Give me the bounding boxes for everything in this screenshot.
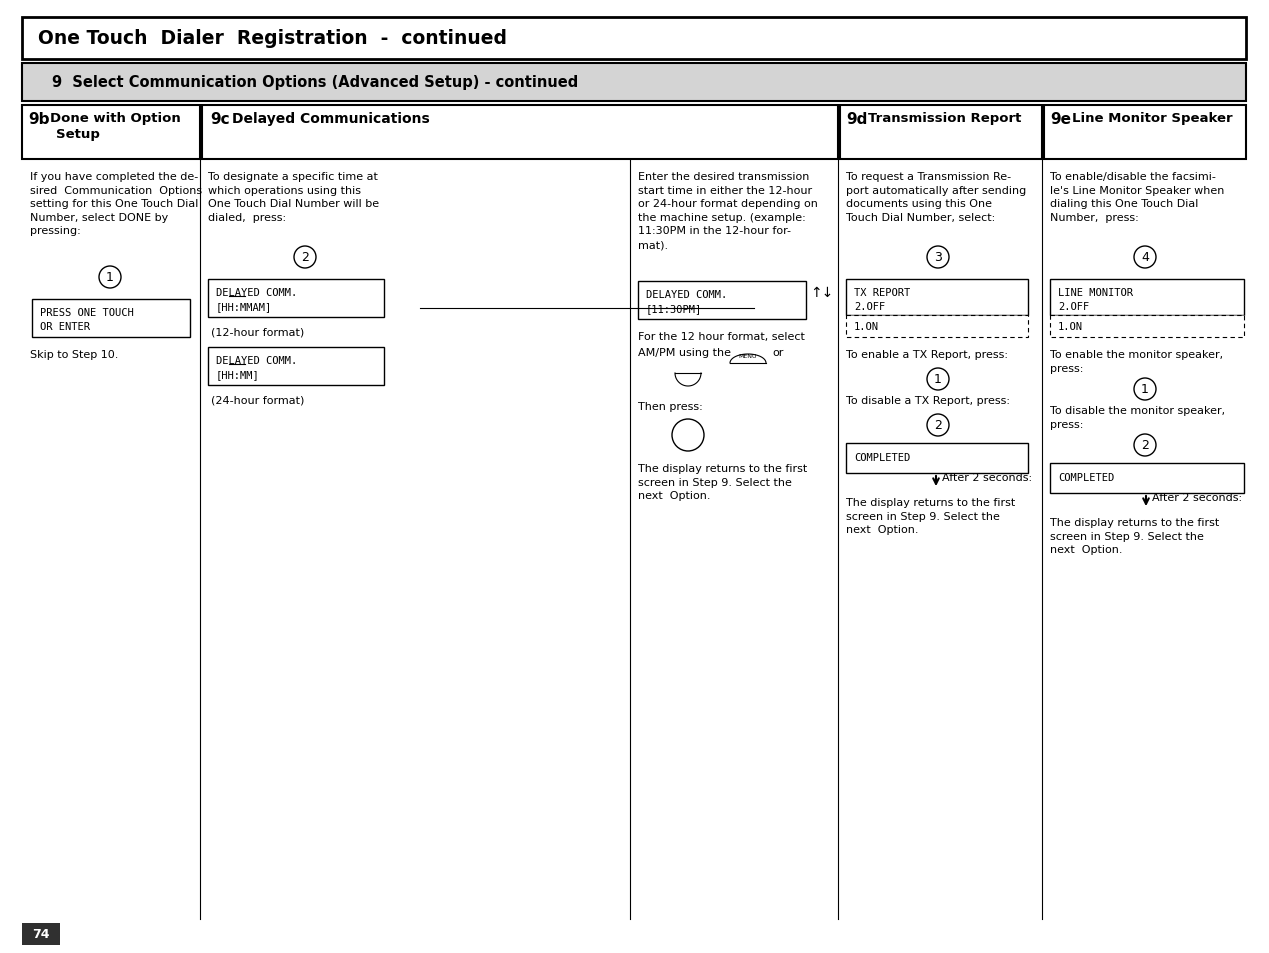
Text: 9c: 9c (209, 112, 230, 127)
Circle shape (673, 419, 704, 452)
Bar (1049, 315, 1244, 337)
Text: 3: 3 (934, 252, 942, 264)
Text: COMPLETED: COMPLETED (854, 453, 910, 462)
Text: One Touch  Dialer  Registration  -  continued: One Touch Dialer Registration - continue… (38, 30, 508, 49)
Text: After 2 seconds:: After 2 seconds: (1152, 493, 1242, 502)
Circle shape (1134, 378, 1156, 400)
Text: ENTER: ENTER (676, 432, 699, 437)
Text: 2: 2 (1141, 439, 1148, 452)
Bar (1049, 463, 1244, 494)
Text: Line Monitor Speaker: Line Monitor Speaker (1072, 112, 1232, 125)
Text: To disable a TX Report, press:: To disable a TX Report, press: (846, 395, 1010, 406)
Bar (1049, 280, 1244, 315)
Text: 1: 1 (934, 374, 942, 386)
Text: 2: 2 (934, 419, 942, 432)
Text: Done with Option: Done with Option (49, 112, 180, 125)
Bar (32, 299, 190, 337)
Bar (202, 106, 838, 160)
Text: Then press:: Then press: (638, 401, 703, 412)
Text: 9  Select Communication Options (Advanced Setup) - continued: 9 Select Communication Options (Advanced… (52, 75, 579, 91)
Bar (1044, 106, 1246, 160)
Text: TX REPORT
2.OFF: TX REPORT 2.OFF (854, 288, 910, 312)
Bar (840, 106, 1042, 160)
Text: 1: 1 (107, 272, 114, 284)
Text: Enter the desired transmission
start time in either the 12-hour
or 24-hour forma: Enter the desired transmission start tim… (638, 172, 819, 250)
Bar (846, 315, 1028, 337)
Text: To request a Transmission Re-
port automatically after sending
documents using t: To request a Transmission Re- port autom… (846, 172, 1027, 223)
Text: 1.ON: 1.ON (1058, 322, 1082, 332)
Bar (638, 282, 806, 319)
Bar (208, 280, 385, 317)
Circle shape (99, 267, 121, 289)
Text: The display returns to the first
screen in Step 9. Select the
next  Option.: The display returns to the first screen … (846, 497, 1015, 535)
Text: MENU: MENU (739, 354, 758, 358)
Polygon shape (744, 356, 753, 361)
Text: (24-hour format): (24-hour format) (212, 395, 305, 406)
Bar (846, 443, 1028, 474)
Polygon shape (684, 377, 692, 384)
Text: DELAYED COMM.
[11:30PM]: DELAYED COMM. [11:30PM] (646, 290, 727, 314)
Text: PRESS ONE TOUCH
OR ENTER: PRESS ONE TOUCH OR ENTER (41, 308, 133, 332)
Bar (22, 106, 201, 160)
Bar (208, 348, 385, 386)
Text: AM/PM using the: AM/PM using the (638, 348, 731, 357)
Text: Setup: Setup (56, 128, 100, 141)
Text: 9b: 9b (28, 112, 49, 127)
Text: For the 12 hour format, select: For the 12 hour format, select (638, 332, 805, 341)
Text: or: or (772, 348, 783, 357)
Text: ↑↓: ↑↓ (810, 286, 834, 299)
Text: 1.ON: 1.ON (854, 322, 879, 332)
Text: 74: 74 (32, 927, 49, 941)
Circle shape (1134, 247, 1156, 269)
Text: To designate a specific time at
which operations using this
One Touch Dial Numbe: To designate a specific time at which op… (208, 172, 379, 223)
Circle shape (926, 247, 949, 269)
Circle shape (926, 369, 949, 391)
Text: If you have completed the de-
sired  Communication  Options
setting for this One: If you have completed the de- sired Comm… (30, 172, 202, 236)
Circle shape (294, 247, 316, 269)
Text: DELAYED COMM.
[HH:MMAM]: DELAYED COMM. [HH:MMAM] (216, 288, 297, 312)
Text: To enable/disable the facsimi-
le's Line Monitor Speaker when
dialing this One T: To enable/disable the facsimi- le's Line… (1049, 172, 1225, 223)
Text: 9d: 9d (846, 112, 868, 127)
Text: Delayed Communications: Delayed Communications (232, 112, 430, 126)
Text: LINE MONITOR
2.OFF: LINE MONITOR 2.OFF (1058, 288, 1133, 312)
Text: 2: 2 (301, 252, 308, 264)
Text: DELAYED COMM.
[HH:MM]: DELAYED COMM. [HH:MM] (216, 355, 297, 379)
Text: To disable the monitor speaker,
press:: To disable the monitor speaker, press: (1049, 406, 1225, 429)
Circle shape (926, 415, 949, 436)
Text: 4: 4 (1141, 252, 1148, 264)
Text: COMPLETED: COMPLETED (1058, 473, 1114, 482)
Text: Transmission Report: Transmission Report (868, 112, 1022, 125)
Text: 1: 1 (1141, 383, 1148, 396)
Text: 9e: 9e (1049, 112, 1071, 127)
Bar (22, 64, 1246, 102)
Circle shape (1134, 435, 1156, 456)
Text: To enable a TX Report, press:: To enable a TX Report, press: (846, 350, 1008, 359)
Text: After 2 seconds:: After 2 seconds: (942, 473, 1032, 482)
Bar (22, 923, 60, 945)
Text: The display returns to the first
screen in Step 9. Select the
next  Option.: The display returns to the first screen … (1049, 517, 1220, 555)
Bar (846, 280, 1028, 315)
Bar (22, 18, 1246, 60)
Text: (12-hour format): (12-hour format) (212, 328, 305, 337)
Text: To enable the monitor speaker,
press:: To enable the monitor speaker, press: (1049, 350, 1223, 374)
Text: The display returns to the first
screen in Step 9. Select the
next  Option.: The display returns to the first screen … (638, 463, 807, 500)
Text: Skip to Step 10.: Skip to Step 10. (30, 350, 118, 359)
